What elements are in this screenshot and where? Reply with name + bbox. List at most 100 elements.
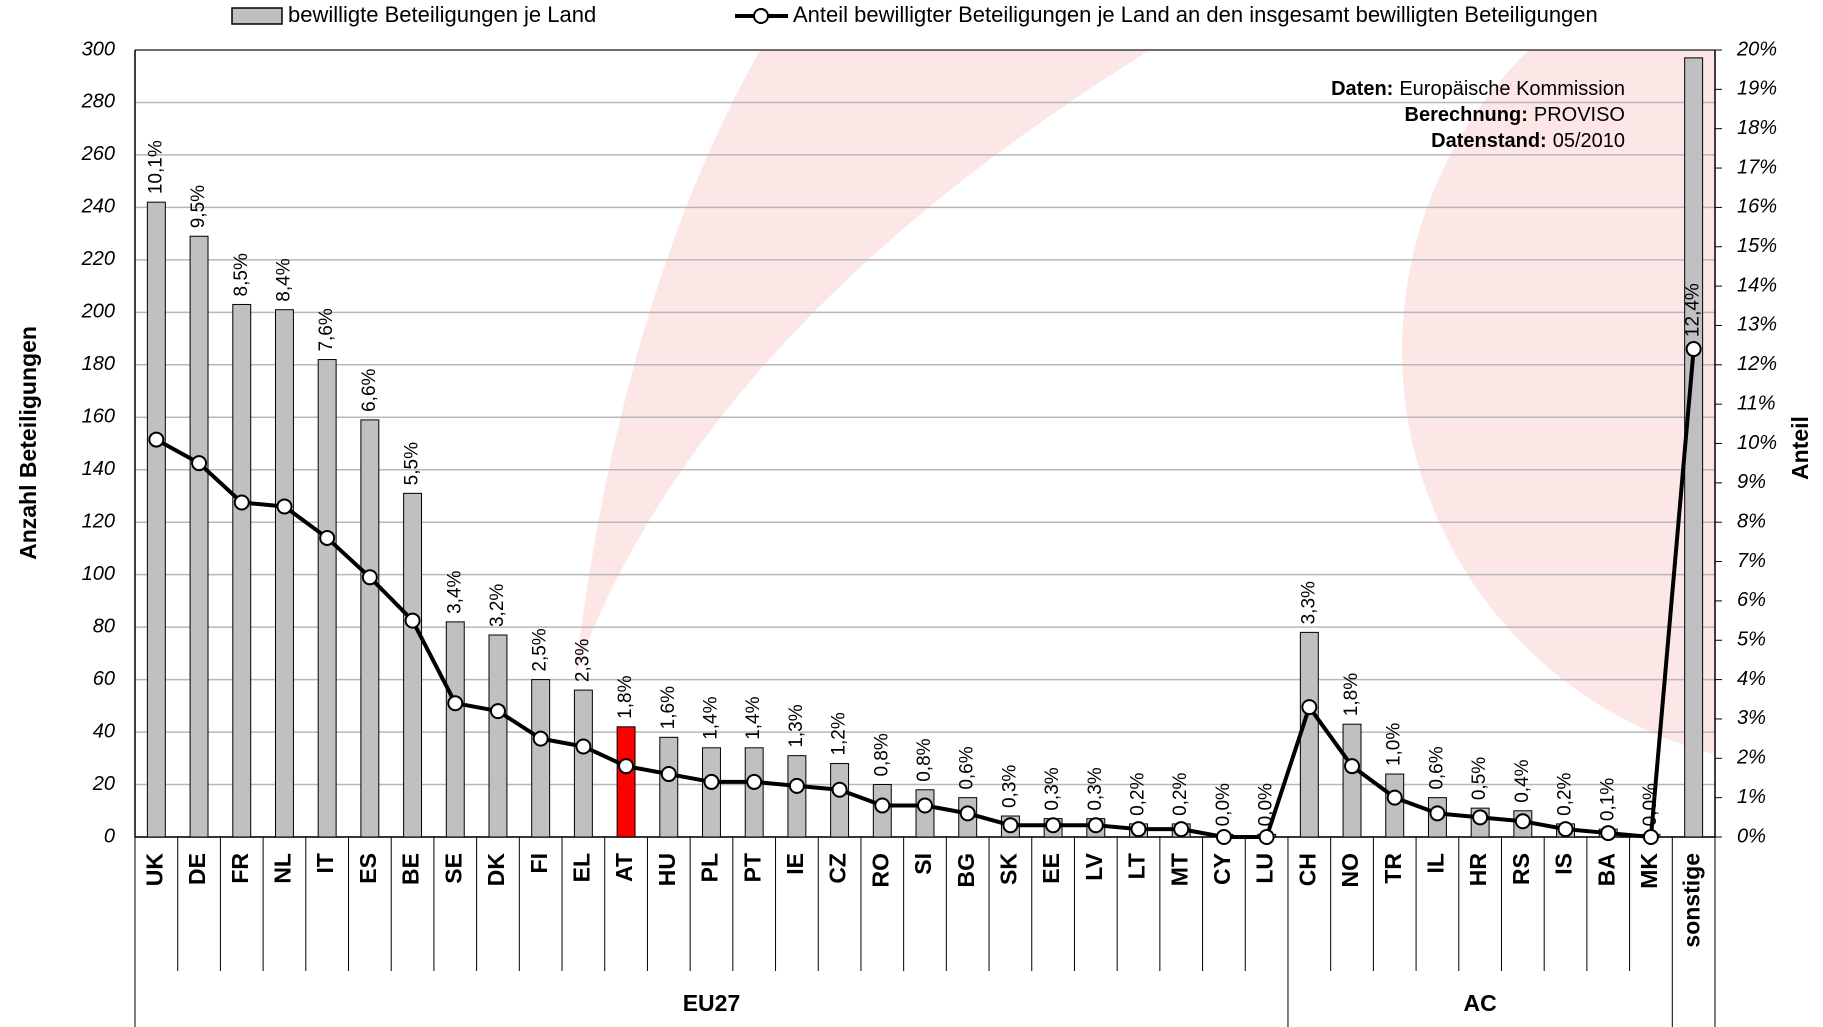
- value-label: 0,0%: [1256, 783, 1277, 826]
- line-marker: [447, 695, 464, 712]
- bar: [702, 747, 721, 838]
- y2-tick-label: 9%: [1737, 471, 1766, 493]
- legend-label: Anteil bewilligter Beteiligungen je Land…: [793, 2, 1598, 27]
- value-label: 1,8%: [1341, 673, 1362, 716]
- bar: [403, 492, 423, 838]
- y-tick-label: 100: [82, 563, 115, 585]
- x-tick-label: PT: [739, 853, 765, 882]
- y2-tick-label: 8%: [1737, 510, 1766, 532]
- value-label: 0,4%: [1512, 759, 1533, 802]
- bar: [616, 726, 636, 838]
- y-tick-label: 60: [93, 668, 115, 690]
- x-tick-label: CY: [1209, 853, 1235, 885]
- line-marker: [1344, 758, 1361, 775]
- x-tick-label: BG: [953, 853, 979, 888]
- x-tick-label: RO: [867, 853, 893, 888]
- line-marker: [1045, 817, 1062, 834]
- x-tick-label: sonstige: [1679, 853, 1705, 948]
- y2-tick-label: 15%: [1737, 235, 1777, 257]
- y2-tick-label: 14%: [1737, 274, 1777, 296]
- value-label: 0,3%: [1042, 767, 1063, 810]
- y2-tick-label: 0%: [1737, 825, 1766, 847]
- value-label: 2,3%: [572, 639, 593, 682]
- line-marker: [1386, 789, 1403, 806]
- line-marker: [788, 777, 805, 794]
- y2-tick-label: 5%: [1737, 629, 1766, 651]
- x-tick-label: LT: [1124, 853, 1150, 879]
- y2-tick-label: 6%: [1737, 589, 1766, 611]
- y-tick-label: 40: [93, 720, 115, 742]
- y2-tick-label: 20%: [1736, 38, 1777, 60]
- y2-tick-label: 10%: [1737, 432, 1777, 454]
- x-tick-label: EL: [568, 853, 594, 882]
- line-marker: [831, 781, 848, 798]
- line-marker: [1557, 821, 1574, 838]
- line-marker: [532, 730, 549, 747]
- y2-tick-label: 2%: [1736, 747, 1766, 769]
- bar: [744, 747, 764, 838]
- x-tick-label: CH: [1294, 853, 1320, 886]
- value-label: 0,8%: [871, 733, 892, 776]
- legend-marker: [753, 8, 769, 24]
- x-tick-label: LV: [1081, 852, 1107, 880]
- value-label: 1,8%: [615, 675, 636, 718]
- y-tick-label: 180: [82, 353, 115, 375]
- bar: [1684, 57, 1704, 838]
- value-label: 1,4%: [743, 696, 764, 739]
- group-label: AC: [1464, 990, 1497, 1016]
- value-label: 1,0%: [1384, 723, 1405, 766]
- y-tick-label: 260: [81, 143, 115, 165]
- source-text: 05/2010: [1553, 130, 1625, 152]
- bar: [787, 755, 807, 838]
- x-tick-label: DE: [184, 853, 210, 885]
- value-label: 3,3%: [1298, 581, 1319, 624]
- line-marker: [1600, 825, 1617, 842]
- x-tick-label: AT: [611, 853, 637, 882]
- line-marker: [618, 758, 635, 775]
- value-label: 10,1%: [145, 140, 166, 194]
- x-tick-label: DK: [483, 853, 509, 887]
- line-marker: [1087, 817, 1104, 834]
- line-marker: [703, 773, 720, 790]
- value-label: 7,6%: [316, 308, 337, 351]
- line-marker: [319, 529, 336, 546]
- y-tick-label: 120: [82, 510, 115, 532]
- value-label: 0,5%: [1469, 757, 1490, 800]
- value-label: 1,2%: [829, 712, 850, 755]
- line-marker: [1301, 699, 1318, 716]
- x-tick-label: SK: [995, 853, 1021, 885]
- bar: [1299, 631, 1319, 838]
- x-tick-label: EE: [1038, 853, 1064, 884]
- x-tick-label: MK: [1636, 853, 1662, 889]
- value-label: 9,5%: [188, 185, 209, 228]
- y2-tick-label: 11%: [1737, 392, 1776, 414]
- value-label: 0,3%: [999, 765, 1020, 808]
- y-tick-label: 80: [93, 615, 115, 637]
- y2-axis-title: Anteil: [1787, 416, 1813, 480]
- bar: [830, 763, 850, 838]
- bar: [531, 679, 551, 838]
- x-tick-label: PL: [697, 853, 723, 882]
- value-label: 8,4%: [273, 258, 294, 301]
- decor-circle: [1402, 50, 1715, 755]
- value-label: 1,4%: [701, 696, 722, 739]
- x-tick-label: BE: [398, 853, 424, 885]
- source-label: Datenstand:: [1431, 130, 1547, 152]
- line-marker: [1642, 829, 1659, 845]
- y2-tick-label: 18%: [1737, 117, 1777, 139]
- value-label: 6,6%: [359, 368, 380, 411]
- y-tick-label: 0: [104, 825, 115, 847]
- line-marker: [404, 612, 421, 629]
- y-tick-label: 140: [82, 458, 115, 480]
- x-tick-label: HU: [654, 853, 680, 886]
- value-label: 0,0%: [1640, 783, 1661, 826]
- value-label: 0,2%: [1555, 772, 1576, 815]
- y2-tick-label: 3%: [1737, 707, 1766, 729]
- group-label: EU27: [683, 990, 741, 1016]
- bar: [1342, 723, 1362, 838]
- line-marker: [191, 455, 208, 472]
- x-tick-label: BA: [1593, 853, 1619, 886]
- x-tick-label: LU: [1252, 853, 1278, 884]
- y2-tick-label: 1%: [1737, 786, 1766, 808]
- x-tick-label: FI: [526, 853, 552, 873]
